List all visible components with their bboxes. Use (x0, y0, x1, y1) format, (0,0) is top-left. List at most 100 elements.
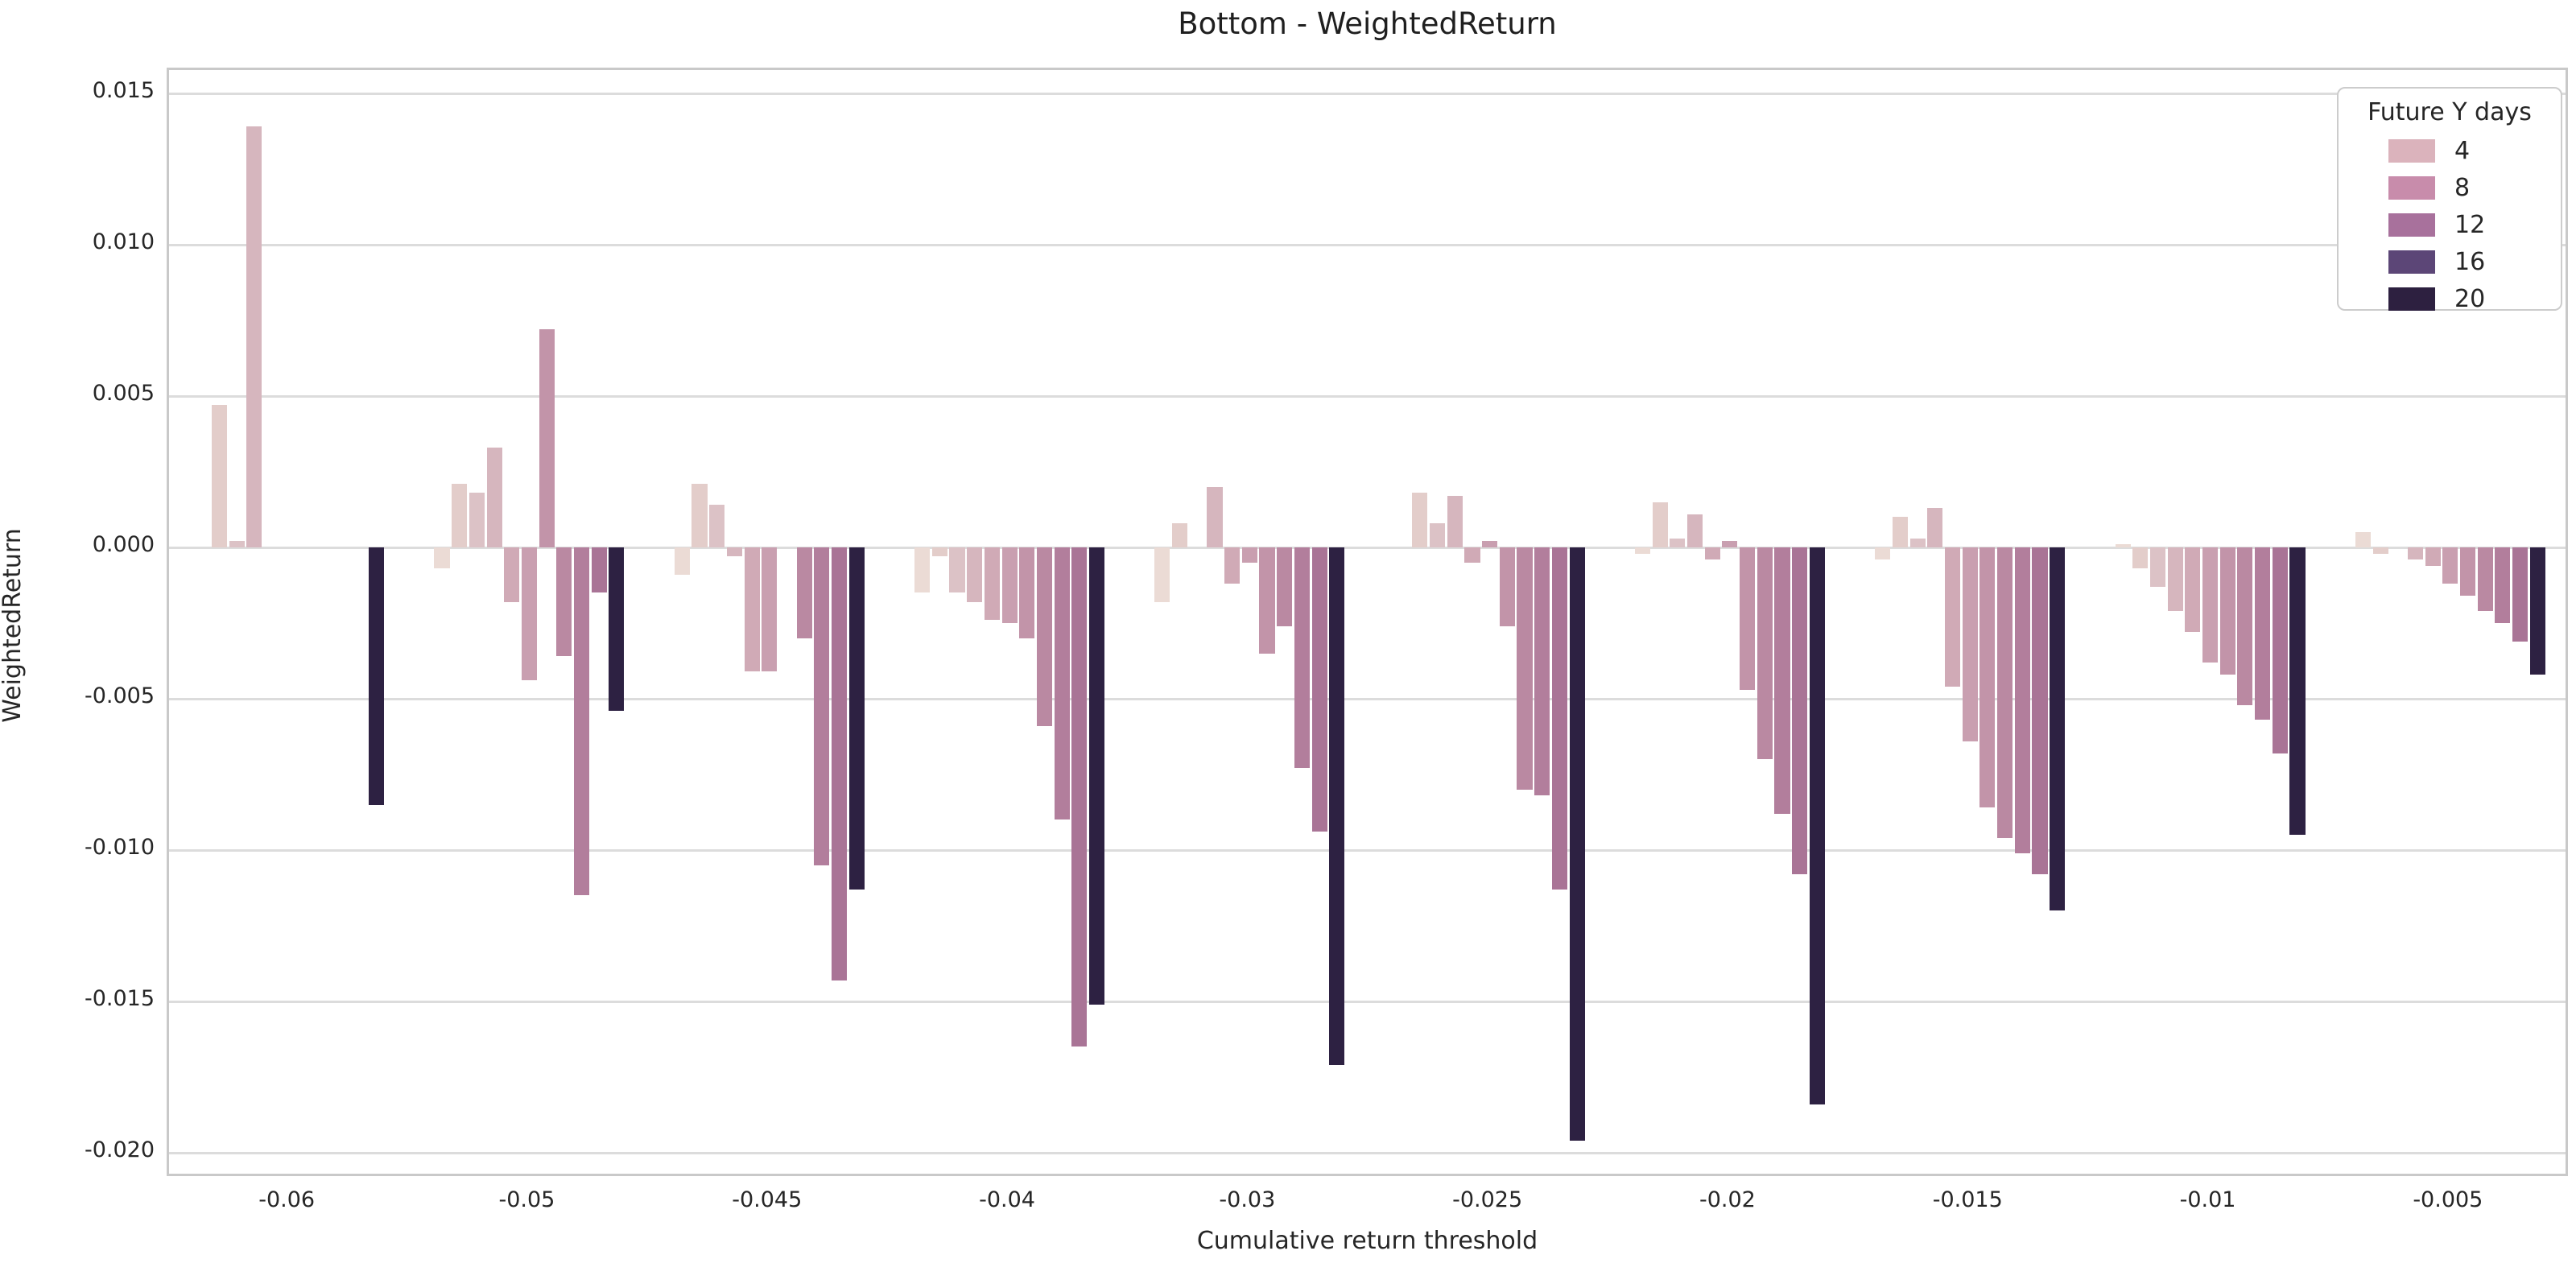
gridline (169, 546, 2566, 549)
x-tick-label: -0.045 (732, 1187, 803, 1212)
bar (452, 484, 468, 547)
bar (1499, 547, 1515, 626)
bar (1792, 547, 1808, 875)
bar (2132, 547, 2149, 569)
bar (2115, 544, 2131, 547)
x-tick-label: -0.01 (2179, 1187, 2236, 1212)
bar (2372, 547, 2388, 554)
bar (1259, 547, 1275, 654)
bar (1088, 547, 1105, 1005)
legend-item-label: 12 (2454, 210, 2486, 239)
bar (744, 547, 760, 672)
x-tick-label: -0.025 (1452, 1187, 1523, 1212)
legend-swatch (2388, 213, 2435, 237)
bar (2202, 547, 2219, 663)
bar (1774, 547, 1790, 814)
bar (1294, 547, 1310, 769)
bar (2425, 547, 2441, 566)
bar (246, 126, 262, 547)
bar (556, 547, 572, 657)
bar (2255, 547, 2271, 720)
legend-swatch (2388, 287, 2435, 311)
bar (1687, 514, 1703, 547)
chart-title: Bottom - WeightedReturn (1178, 6, 1557, 41)
bar (1054, 547, 1070, 820)
y-tick-label: -0.005 (84, 683, 155, 708)
bar (1447, 496, 1463, 547)
bar (486, 447, 502, 547)
gridline (169, 697, 2566, 700)
x-axis-label: Cumulative return threshold (1196, 1227, 1538, 1255)
bar (1875, 547, 1891, 560)
bar (709, 505, 725, 547)
legend-item: 12 (2350, 206, 2549, 243)
x-tick-label: -0.05 (498, 1187, 555, 1212)
bar (1311, 547, 1327, 832)
bar (2355, 532, 2371, 547)
y-axis-label: WeightedReturn (0, 528, 27, 723)
y-tick-label: 0.005 (92, 381, 155, 406)
legend-item: 20 (2350, 280, 2549, 317)
bar (931, 547, 947, 557)
bar (1329, 547, 1345, 1065)
bar (2032, 547, 2048, 875)
plot-area (167, 68, 2568, 1176)
bar (2149, 547, 2165, 587)
bar (1927, 508, 1943, 547)
legend-item: 4 (2350, 132, 2549, 169)
y-tick-label: 0.015 (92, 78, 155, 103)
bar (1652, 502, 1668, 547)
legend-item-label: 20 (2454, 284, 2486, 313)
gridline (169, 92, 2566, 95)
bar (504, 547, 520, 602)
x-tick-label: -0.06 (258, 1187, 316, 1212)
bar (2272, 547, 2288, 753)
bar (2477, 547, 2493, 611)
bar (1412, 493, 1428, 547)
x-tick-label: -0.03 (1219, 1187, 1276, 1212)
x-tick-label: -0.005 (2413, 1187, 2483, 1212)
x-tick-label: -0.04 (979, 1187, 1035, 1212)
bar (469, 493, 485, 547)
bar (967, 547, 983, 602)
bar (914, 547, 931, 593)
bar (1277, 547, 1293, 626)
bar (1892, 517, 1909, 547)
bar (1909, 538, 1926, 547)
bar (2289, 547, 2306, 836)
bar (1036, 547, 1052, 726)
y-tick-label: 0.000 (92, 532, 155, 557)
bar (434, 547, 450, 569)
bar (814, 547, 830, 865)
bar (1517, 547, 1533, 790)
bar (1207, 486, 1223, 547)
bar (1001, 547, 1018, 623)
bar (1534, 547, 1550, 796)
bar (1704, 547, 1720, 560)
bar (2219, 547, 2235, 675)
gridline (169, 394, 2566, 398)
bar (229, 541, 245, 547)
bar (1241, 547, 1257, 563)
bar (2237, 547, 2253, 705)
bar (539, 329, 555, 547)
legend-title: Future Y days (2368, 98, 2532, 126)
legend-item: 8 (2350, 169, 2549, 206)
bar (1962, 547, 1978, 741)
bar (369, 547, 385, 805)
bar (1154, 547, 1170, 602)
bar (1430, 522, 1446, 547)
gridline (169, 1151, 2566, 1154)
legend-swatch (2388, 250, 2435, 274)
legend-item-label: 4 (2454, 136, 2471, 165)
bar (1722, 541, 1738, 547)
bar (1071, 547, 1088, 1047)
bar (762, 547, 778, 672)
gridline (169, 243, 2566, 246)
bar (848, 547, 865, 890)
bar (609, 547, 625, 712)
bar (1979, 547, 1996, 808)
bar (1809, 547, 1825, 1104)
legend-item-label: 16 (2454, 247, 2486, 276)
bar (2459, 547, 2476, 597)
